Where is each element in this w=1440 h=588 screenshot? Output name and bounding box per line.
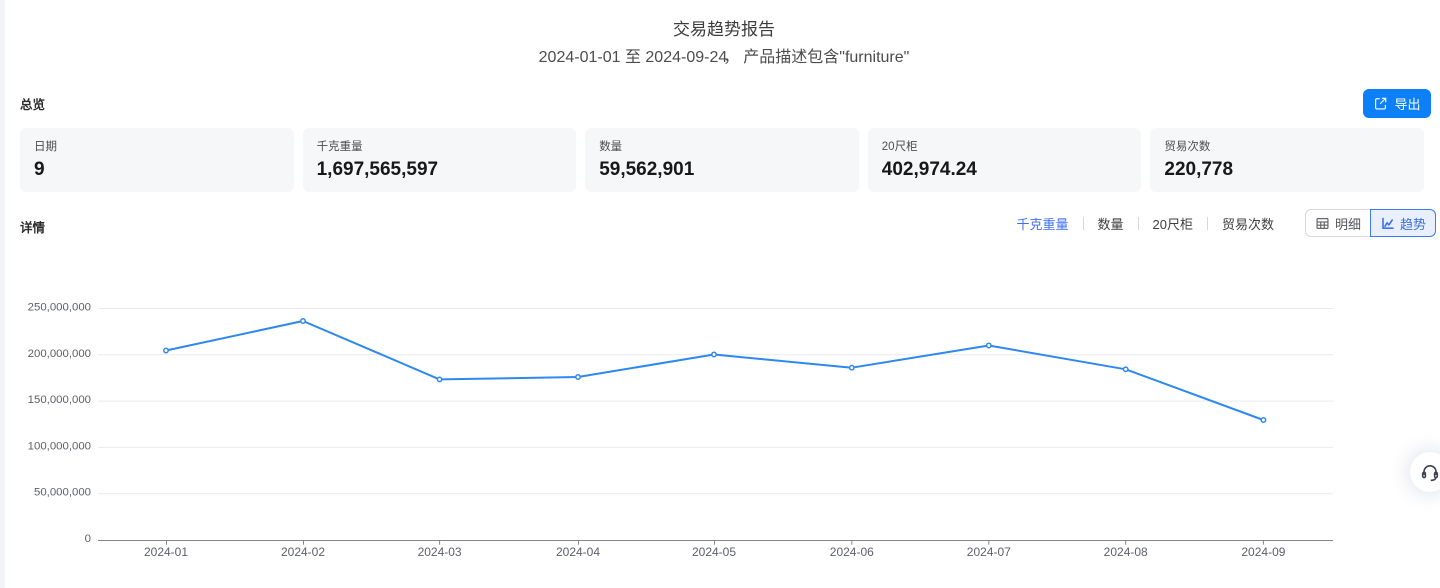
svg-text:2024-05: 2024-05 (692, 545, 736, 559)
svg-text:250,000,000: 250,000,000 (28, 302, 91, 314)
svg-text:100,000,000: 100,000,000 (28, 440, 91, 452)
svg-text:2024-01: 2024-01 (144, 545, 188, 559)
svg-text:2024-02: 2024-02 (281, 545, 325, 559)
svg-text:0: 0 (85, 533, 91, 545)
svg-text:2024-09: 2024-09 (1241, 545, 1285, 559)
svg-text:2024-08: 2024-08 (1104, 545, 1148, 559)
svg-text:150,000,000: 150,000,000 (28, 394, 91, 406)
svg-text:2024-07: 2024-07 (967, 545, 1011, 559)
svg-text:200,000,000: 200,000,000 (28, 348, 91, 360)
svg-text:2024-04: 2024-04 (556, 545, 600, 559)
svg-text:50,000,000: 50,000,000 (34, 487, 91, 499)
svg-text:2024-03: 2024-03 (418, 545, 462, 559)
svg-text:2024-06: 2024-06 (830, 545, 874, 559)
